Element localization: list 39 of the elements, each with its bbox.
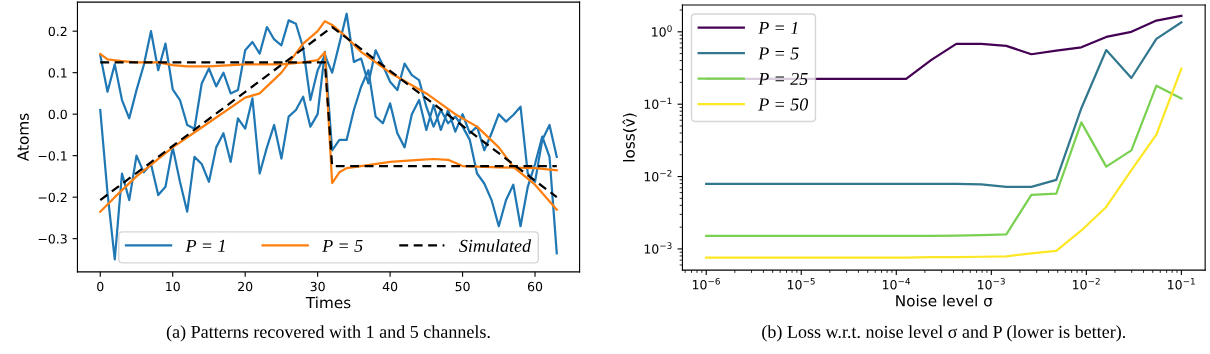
legend-label: P = 1 — [758, 21, 798, 34]
x-axis-title: Noise level σ — [896, 294, 993, 307]
y-tick-label: 10$^{−2}$ — [644, 169, 672, 182]
x-tick-label: 0 — [97, 281, 104, 292]
y-tick-label: 0.1 — [48, 68, 67, 78]
y-tick-label: 10$^{−3}$ — [644, 242, 672, 254]
y-tick-label: 10$^{−1}$ — [644, 97, 672, 110]
x-tick-label: 10 — [166, 281, 180, 292]
legend-label: P = 50 — [758, 98, 809, 111]
legend-label: P = 5 — [322, 239, 363, 252]
line-series — [705, 84, 1183, 237]
x-tick-label: 50 — [455, 281, 470, 292]
line-series — [705, 21, 1183, 188]
legend-label: P = 1 — [185, 239, 225, 252]
y-axis-title: Atoms — [17, 113, 29, 162]
y-tick-label: −0.1 — [38, 151, 67, 161]
text: (a) Patterns recovered with 1 and 5 channels. — [166, 325, 490, 342]
x-tick-label: 10$^{−5}$ — [787, 278, 815, 290]
x-tick-label: 10$^{−6}$ — [692, 277, 720, 290]
y-tick-label: −0.3 — [38, 234, 67, 244]
legend-label: P = 25 — [758, 72, 808, 86]
x-tick-label: 10$^{−1}$ — [1168, 278, 1195, 290]
x-axis-title: Times — [305, 296, 351, 309]
x-tick-label: 10$^{−3}$ — [977, 277, 1005, 290]
y-tick-label: −0.2 — [38, 192, 67, 203]
y-tick-label: 0.2 — [48, 26, 67, 37]
legend-label: P = 5 — [758, 47, 799, 60]
x-tick-label: 20 — [238, 281, 253, 292]
y-tick-label: 10$^{0}$ — [652, 25, 672, 37]
x-tick-label: 10$^{−4}$ — [882, 278, 911, 290]
y-tick-label: 0.0 — [48, 109, 67, 120]
x-tick-label: 60 — [527, 281, 543, 292]
x-tick-label: 10$^{−2}$ — [1073, 277, 1100, 290]
legend-label: Simulated — [459, 239, 532, 252]
text: (b) Loss w.r.t. noise level σ and P (lower is better). — [762, 325, 1126, 342]
line-series — [705, 67, 1183, 259]
x-tick-label: 40 — [382, 281, 398, 292]
y-axis-title: loss(v̂) — [622, 113, 637, 162]
x-tick-label: 30 — [310, 281, 325, 292]
